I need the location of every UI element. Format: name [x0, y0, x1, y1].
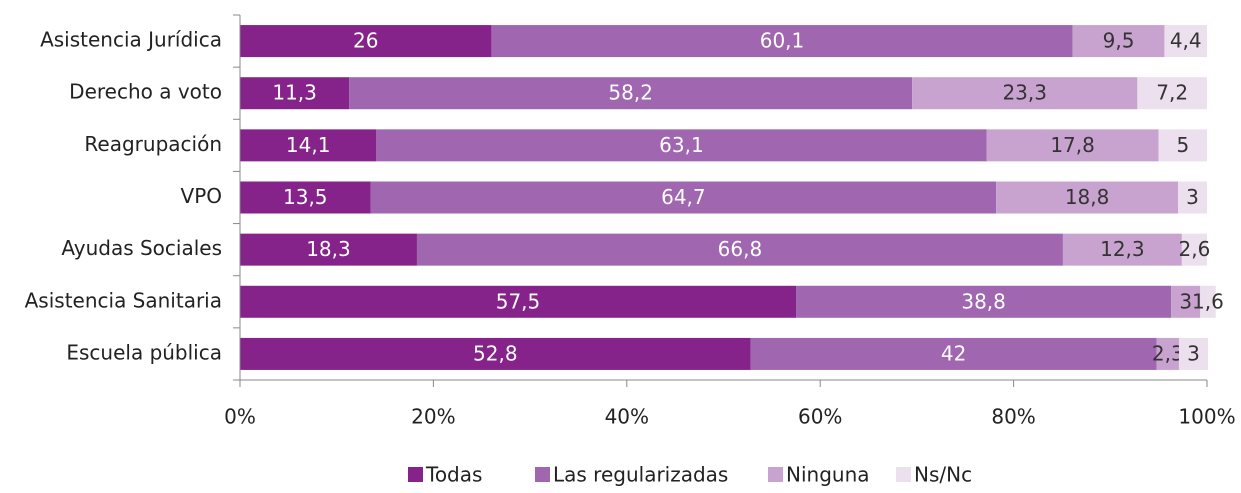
- data-label: 17,8: [1050, 133, 1095, 157]
- bar-segment: [1156, 337, 1179, 370]
- data-label: 7,2: [1156, 81, 1188, 105]
- data-label: 2,3: [1152, 341, 1184, 365]
- legend-label: Ns/Nc: [914, 463, 972, 487]
- bar-segment: [376, 129, 987, 162]
- y-tick-label: Asistencia Jurídica: [40, 28, 222, 52]
- bar-segment: [750, 337, 1157, 370]
- legend-label: Las regularizadas: [553, 463, 728, 487]
- bar-segment: [240, 233, 417, 266]
- x-tick-label: 80%: [991, 405, 1035, 429]
- bar-segment: [240, 285, 797, 318]
- bar-segment: [1171, 285, 1201, 318]
- bar-segment: [1158, 129, 1207, 162]
- data-label: 64,7: [661, 185, 706, 209]
- data-label: 38,8: [961, 289, 1006, 313]
- data-label: 5: [1176, 133, 1189, 157]
- data-label: 4,4: [1170, 29, 1202, 53]
- bar-segment: [240, 129, 377, 162]
- bar-segment: [796, 285, 1172, 318]
- data-label: 3: [1187, 341, 1200, 365]
- y-tick-label: VPO: [181, 184, 222, 208]
- data-label: 63,1: [659, 133, 704, 157]
- bar-segment: [370, 181, 997, 214]
- bar-segment: [1181, 233, 1207, 266]
- data-label: 60,1: [760, 29, 805, 53]
- bar-segment: [240, 337, 751, 370]
- legend-swatch: [768, 467, 783, 482]
- y-tick-label: Ayudas Sociales: [61, 236, 222, 260]
- bar-segment: [1072, 25, 1165, 58]
- bar-segment: [416, 233, 1063, 266]
- bar-segment: [240, 181, 371, 214]
- data-label: 3: [1186, 185, 1199, 209]
- data-label: 66,8: [718, 237, 763, 261]
- data-label: 1,6: [1192, 289, 1224, 313]
- data-label: 18,3: [306, 237, 351, 261]
- x-tick-label: 40%: [605, 405, 649, 429]
- bar-segment: [349, 77, 913, 110]
- data-label: 12,3: [1100, 237, 1145, 261]
- data-label: 13,5: [283, 185, 328, 209]
- bar-segment: [1200, 285, 1216, 318]
- legend-swatch: [408, 467, 423, 482]
- y-tick-label: Asistencia Sanitaria: [25, 288, 222, 312]
- data-label: 57,5: [496, 289, 541, 313]
- data-label: 9,5: [1103, 29, 1135, 53]
- bar-segment: [1178, 337, 1208, 370]
- data-label: 52,8: [473, 341, 518, 365]
- bar-segment: [240, 25, 492, 58]
- legend-swatch: [896, 467, 911, 482]
- legend-label: Ninguna: [786, 463, 870, 487]
- legend-label: Todas: [425, 463, 482, 487]
- y-tick-label: Escuela pública: [66, 340, 222, 364]
- x-tick-label: 100%: [1178, 405, 1235, 429]
- bar-segment: [1177, 181, 1207, 214]
- x-tick-label: 0%: [224, 405, 256, 429]
- bar-segment: [1164, 25, 1207, 58]
- data-label: 23,3: [1002, 81, 1047, 105]
- data-label: 42: [941, 341, 966, 365]
- data-label: 26: [353, 29, 378, 53]
- y-tick-label: Reagrupación: [84, 132, 222, 156]
- y-tick-label: Derecho a voto: [69, 80, 222, 104]
- data-label: 2,6: [1179, 237, 1211, 261]
- x-tick-label: 60%: [798, 405, 842, 429]
- data-label: 14,1: [286, 133, 331, 157]
- legend-swatch: [535, 467, 550, 482]
- bar-segment: [240, 77, 350, 110]
- data-label: 18,8: [1065, 185, 1110, 209]
- data-label: 58,2: [608, 81, 653, 105]
- bar-segment: [996, 181, 1178, 214]
- bar-segment: [912, 77, 1138, 110]
- bar-segment: [1137, 77, 1207, 110]
- bar-segment: [1062, 233, 1182, 266]
- x-tick-label: 20%: [411, 405, 455, 429]
- data-label: 3: [1179, 289, 1192, 313]
- data-label: 11,3: [272, 81, 317, 105]
- bar-segment: [986, 129, 1159, 162]
- bar-segment: [491, 25, 1073, 58]
